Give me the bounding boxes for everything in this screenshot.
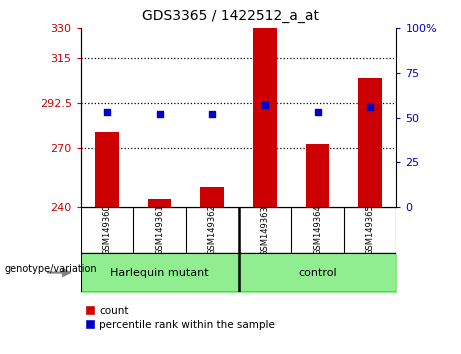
Text: GSM149361: GSM149361 [155, 205, 164, 256]
Text: GSM149362: GSM149362 [208, 205, 217, 256]
Point [103, 109, 111, 115]
Point [314, 109, 321, 115]
Text: GSM149363: GSM149363 [260, 205, 269, 256]
Text: GDS3365 / 1422512_a_at: GDS3365 / 1422512_a_at [142, 9, 319, 23]
Point [261, 102, 269, 108]
Bar [201, 187, 224, 207]
Bar [306, 143, 329, 207]
Point [208, 111, 216, 117]
Text: Harlequin mutant: Harlequin mutant [110, 268, 209, 278]
Text: control: control [298, 268, 337, 278]
Text: GSM149365: GSM149365 [366, 205, 375, 256]
Text: genotype/variation: genotype/variation [5, 264, 97, 274]
Point [366, 104, 374, 110]
Point [156, 111, 163, 117]
Bar [253, 28, 277, 207]
Bar [358, 78, 382, 207]
Bar [95, 132, 119, 207]
Bar [148, 199, 171, 207]
Text: GSM149360: GSM149360 [102, 205, 112, 256]
Text: GSM149364: GSM149364 [313, 205, 322, 256]
Legend: count, percentile rank within the sample: count, percentile rank within the sample [86, 306, 275, 330]
